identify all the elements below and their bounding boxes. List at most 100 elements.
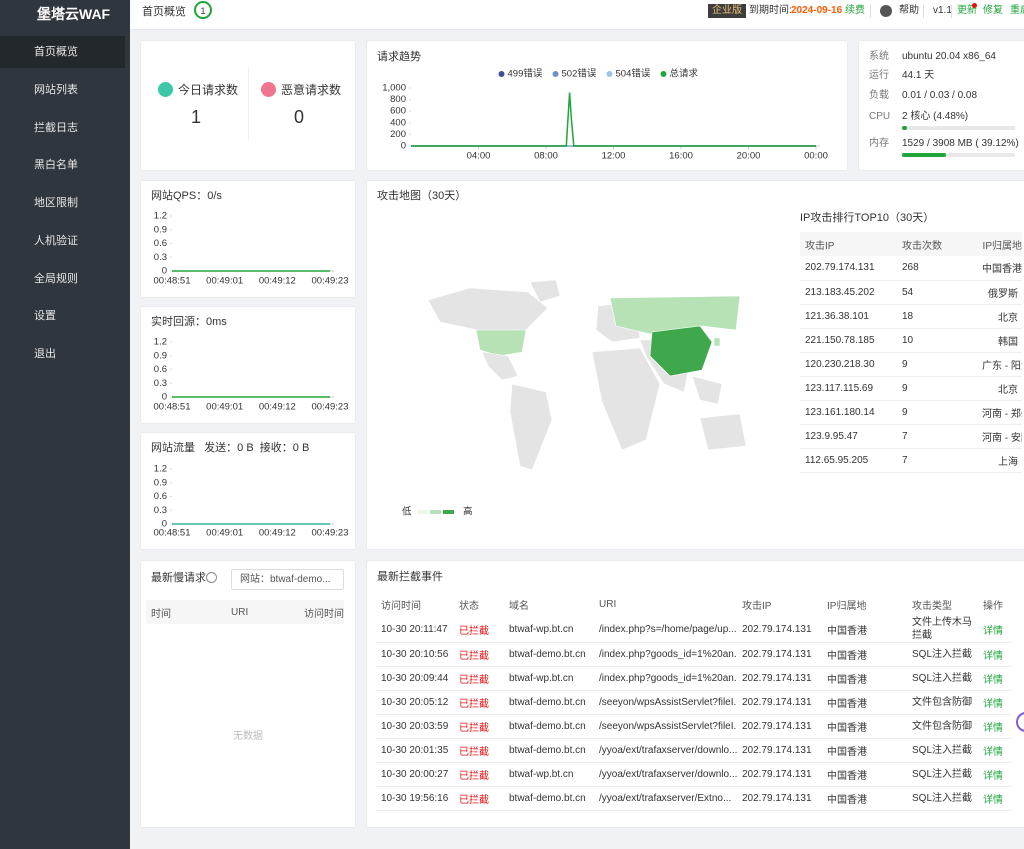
column-header: 访问时间 bbox=[304, 608, 344, 620]
menu-label[interactable]: 退出 bbox=[34, 348, 56, 360]
menu-label[interactable]: 全局规则 bbox=[34, 272, 78, 285]
column-header: 攻击次数 bbox=[902, 240, 942, 252]
menu-item[interactable]: 首页概览 bbox=[0, 36, 125, 68]
site-select[interactable]: 网站：btwaf-demo... bbox=[231, 569, 344, 590]
menu-label[interactable]: 人机验证 bbox=[34, 234, 78, 247]
sidebar: 堡塔云WAF 首页概览网站列表拦截日志黑白名单地区限制人机验证全局规则设置退出 bbox=[0, 0, 130, 849]
table-cell: /index.php?goods_id=1%20an... bbox=[599, 649, 737, 660]
progress-track bbox=[902, 126, 1015, 130]
menu-item[interactable]: 黑白名单 bbox=[0, 149, 125, 181]
table-cell: 9 bbox=[902, 406, 908, 418]
table-cell: /seeyon/wpsAssistServlet?fileI... bbox=[599, 697, 737, 708]
table-cell: 河南 - 安阳 bbox=[982, 432, 1022, 444]
menu-label[interactable]: 地区限制 bbox=[34, 197, 78, 209]
table-cell: 7 bbox=[902, 430, 908, 442]
card bbox=[858, 40, 1024, 171]
menu-item[interactable]: 网站列表 bbox=[0, 74, 125, 106]
table-cell: 10-30 20:05:12 bbox=[381, 697, 449, 708]
table-cell: 202.79.174.131 bbox=[805, 262, 875, 274]
table-cell[interactable]: 详情 bbox=[983, 699, 1003, 710]
table-cell: btwaf-demo.bt.cn bbox=[509, 745, 586, 756]
table-row: 10-30 20:09:44 已拦截 btwaf-wp.bt.cn/index.ph… bbox=[376, 667, 1012, 691]
table-cell: 10-30 20:09:44 bbox=[381, 673, 449, 684]
table-cell: btwaf-demo.bt.cn bbox=[509, 721, 586, 732]
table-cell: 7 bbox=[902, 454, 908, 466]
column-header: 状态 bbox=[459, 600, 479, 612]
table-cell: /seeyon/wpsAssistServlet?fileI... bbox=[599, 721, 737, 732]
table-cell[interactable]: 详情 bbox=[983, 625, 1003, 637]
table-cell: 10 bbox=[902, 334, 914, 346]
table-cell[interactable]: 详情 bbox=[983, 795, 1003, 806]
table-cell: 10-30 19:56:16 bbox=[381, 793, 449, 804]
card bbox=[140, 306, 356, 424]
table-cell: 北京 bbox=[998, 384, 1018, 396]
restart-link[interactable]: 重启 bbox=[1010, 5, 1024, 16]
table-cell: 中国香港 bbox=[827, 771, 867, 782]
brand: 堡塔云WAF bbox=[37, 6, 111, 22]
table-cell: 中国香港 bbox=[827, 651, 867, 662]
menu-item[interactable]: 全局规则 bbox=[0, 263, 125, 295]
menu-label[interactable]: 拦截日志 bbox=[34, 121, 78, 134]
table-row: 10-30 20:11:47 已拦截 btwaf-wp.bt.cn/index.ph… bbox=[376, 616, 1012, 643]
column-header: 攻击IP bbox=[742, 600, 772, 612]
menu-label[interactable]: 网站列表 bbox=[34, 83, 78, 96]
table-cell: 中国香港 bbox=[827, 699, 867, 710]
update-link[interactable]: 更新 bbox=[957, 5, 977, 16]
table-cell: 已拦截 bbox=[459, 771, 489, 782]
menu-item[interactable]: 退出 bbox=[0, 338, 125, 370]
menu-item[interactable]: 拦截日志 bbox=[0, 112, 125, 144]
table-cell: SQL注入拦截 bbox=[912, 673, 973, 684]
update-dot bbox=[972, 3, 977, 8]
site-select-label[interactable]: 网站：btwaf-demo... bbox=[240, 574, 331, 585]
table-row: 213.183.45.202 54 俄罗斯 bbox=[800, 280, 1022, 304]
table-cell: 202.79.174.131 bbox=[742, 793, 812, 804]
table-cell: 中国香港 bbox=[827, 625, 867, 637]
table-cell: 18 bbox=[902, 310, 914, 322]
menu-item[interactable]: 地区限制 bbox=[0, 187, 125, 219]
stat-value: 0 bbox=[293, 107, 304, 127]
table-cell: 中国香港 bbox=[827, 675, 867, 686]
column-header: 攻击类型 bbox=[912, 600, 952, 612]
repair-link[interactable]: 修复 bbox=[983, 5, 1003, 16]
table-row: 120.230.218.30 9 广东 - 阳江 bbox=[800, 352, 1022, 376]
menu-item[interactable]: 设置 bbox=[0, 300, 125, 332]
stat-icon bbox=[261, 82, 276, 97]
table-cell[interactable]: 详情 bbox=[983, 771, 1003, 782]
menu-label[interactable]: 设置 bbox=[34, 310, 56, 323]
table-cell[interactable]: 详情 bbox=[983, 723, 1003, 734]
sys-value: ubuntu 20.04 x86_64 bbox=[902, 51, 996, 62]
table-cell: /yyoa/ext/trafaxserver/downlo... bbox=[599, 769, 737, 780]
card bbox=[366, 560, 1024, 828]
table-cell: 10-30 20:03:59 bbox=[381, 721, 449, 732]
table-row: 123.9.95.47 7 河南 - 安阳 bbox=[800, 424, 1022, 448]
menu-label[interactable]: 首页概览 bbox=[34, 46, 78, 58]
table-cell: btwaf-wp.bt.cn bbox=[509, 673, 574, 684]
table-row: 10-30 20:05:12 已拦截 btwaf-demo.bt.cn/seeyon… bbox=[376, 691, 1012, 715]
progress-track bbox=[902, 153, 1015, 157]
table-cell: 121.36.38.101 bbox=[805, 310, 869, 322]
menu-label[interactable]: 黑白名单 bbox=[34, 159, 78, 172]
column-header: URI bbox=[599, 598, 617, 610]
table-cell: 221.150.78.185 bbox=[805, 334, 875, 346]
table-cell: btwaf-demo.bt.cn bbox=[509, 697, 586, 708]
menu-item[interactable]: 人机验证 bbox=[0, 225, 125, 257]
sys-value: 0.01 / 0.03 / 0.08 bbox=[902, 90, 978, 101]
table-cell: 202.79.174.131 bbox=[742, 721, 812, 732]
table-cell: 已拦截 bbox=[459, 625, 489, 637]
table-cell: 123.9.95.47 bbox=[805, 430, 858, 442]
separator bbox=[870, 5, 871, 18]
table-cell: 上海 bbox=[998, 456, 1018, 468]
table-cell[interactable]: 详情 bbox=[983, 747, 1003, 758]
table-cell: 中国香港 bbox=[982, 264, 1022, 276]
table-row: 121.36.38.101 18 北京 bbox=[800, 304, 1022, 328]
help-link[interactable]: 帮助 bbox=[899, 5, 919, 16]
events-table: 访问时间 状态 域名 URI 攻击IP IP归属地 攻击类型 操作 10-30 20:11:47… bbox=[376, 592, 1012, 811]
table-cell: 202.79.174.131 bbox=[742, 745, 812, 756]
table-cell[interactable]: 详情 bbox=[983, 651, 1003, 662]
sys-label: 系统 bbox=[869, 51, 889, 62]
table-cell[interactable]: 详情 bbox=[983, 675, 1003, 686]
column-header: 操作 bbox=[983, 600, 1003, 612]
renew-link[interactable]: 续费 bbox=[845, 5, 865, 16]
